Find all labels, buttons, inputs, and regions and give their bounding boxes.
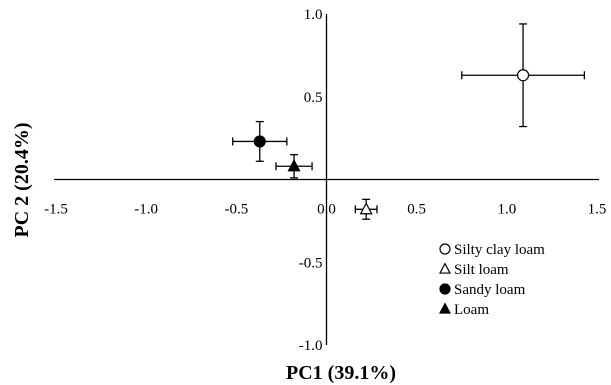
legend-label: Sandy loam: [454, 282, 526, 298]
data-point: [253, 135, 266, 148]
x-tick-label: -0.5: [224, 202, 248, 218]
legend-marker: [439, 262, 451, 274]
x-tick-label: 0.0: [317, 202, 336, 218]
x-tick-label: -1.5: [44, 202, 68, 218]
legend-marker: [439, 283, 451, 295]
legend-label: Silty clay loam: [454, 242, 545, 258]
data-points: [232, 23, 586, 220]
data-point: [359, 202, 373, 215]
data-point-group: [354, 198, 378, 220]
legend-item: Silt loam: [439, 262, 509, 278]
y-tick-label: 1.0: [304, 7, 323, 23]
data-point-group: [461, 23, 586, 128]
data-point-group: [275, 154, 313, 179]
axes: [54, 14, 599, 345]
tick-labels: -1.5 -1.0 -0.5 0.0 0.5 1.0 1.5 -1.0 -0.5 0.5 1.0: [44, 7, 606, 354]
legend-item: Loam: [439, 302, 489, 318]
x-tick-label: 0.5: [407, 202, 426, 218]
y-tick-label: -0.5: [299, 255, 323, 271]
y-tick-label: -1.0: [299, 338, 323, 354]
data-point: [287, 159, 301, 172]
legend-item: Sandy loam: [439, 282, 526, 298]
data-point: [516, 69, 530, 82]
legend-label: Loam: [454, 302, 489, 318]
legend-marker: [439, 302, 451, 314]
x-tick-label: -1.0: [134, 202, 158, 218]
legend-marker: [439, 243, 451, 255]
x-tick-label: 1.0: [497, 202, 516, 218]
data-point-group: [232, 120, 288, 162]
y-axis-title: PC 2 (20.4%): [11, 123, 33, 238]
y-tick-label: 0.5: [304, 90, 323, 106]
legend-label: Silt loam: [454, 262, 509, 278]
x-tick-label: 1.5: [588, 202, 607, 218]
legend-item: Silty clay loam: [439, 242, 545, 258]
x-axis-title: PC1 (39.1%): [286, 362, 396, 384]
legend: Silty clay loam Silt loam Sandy loam Loam: [439, 242, 545, 318]
